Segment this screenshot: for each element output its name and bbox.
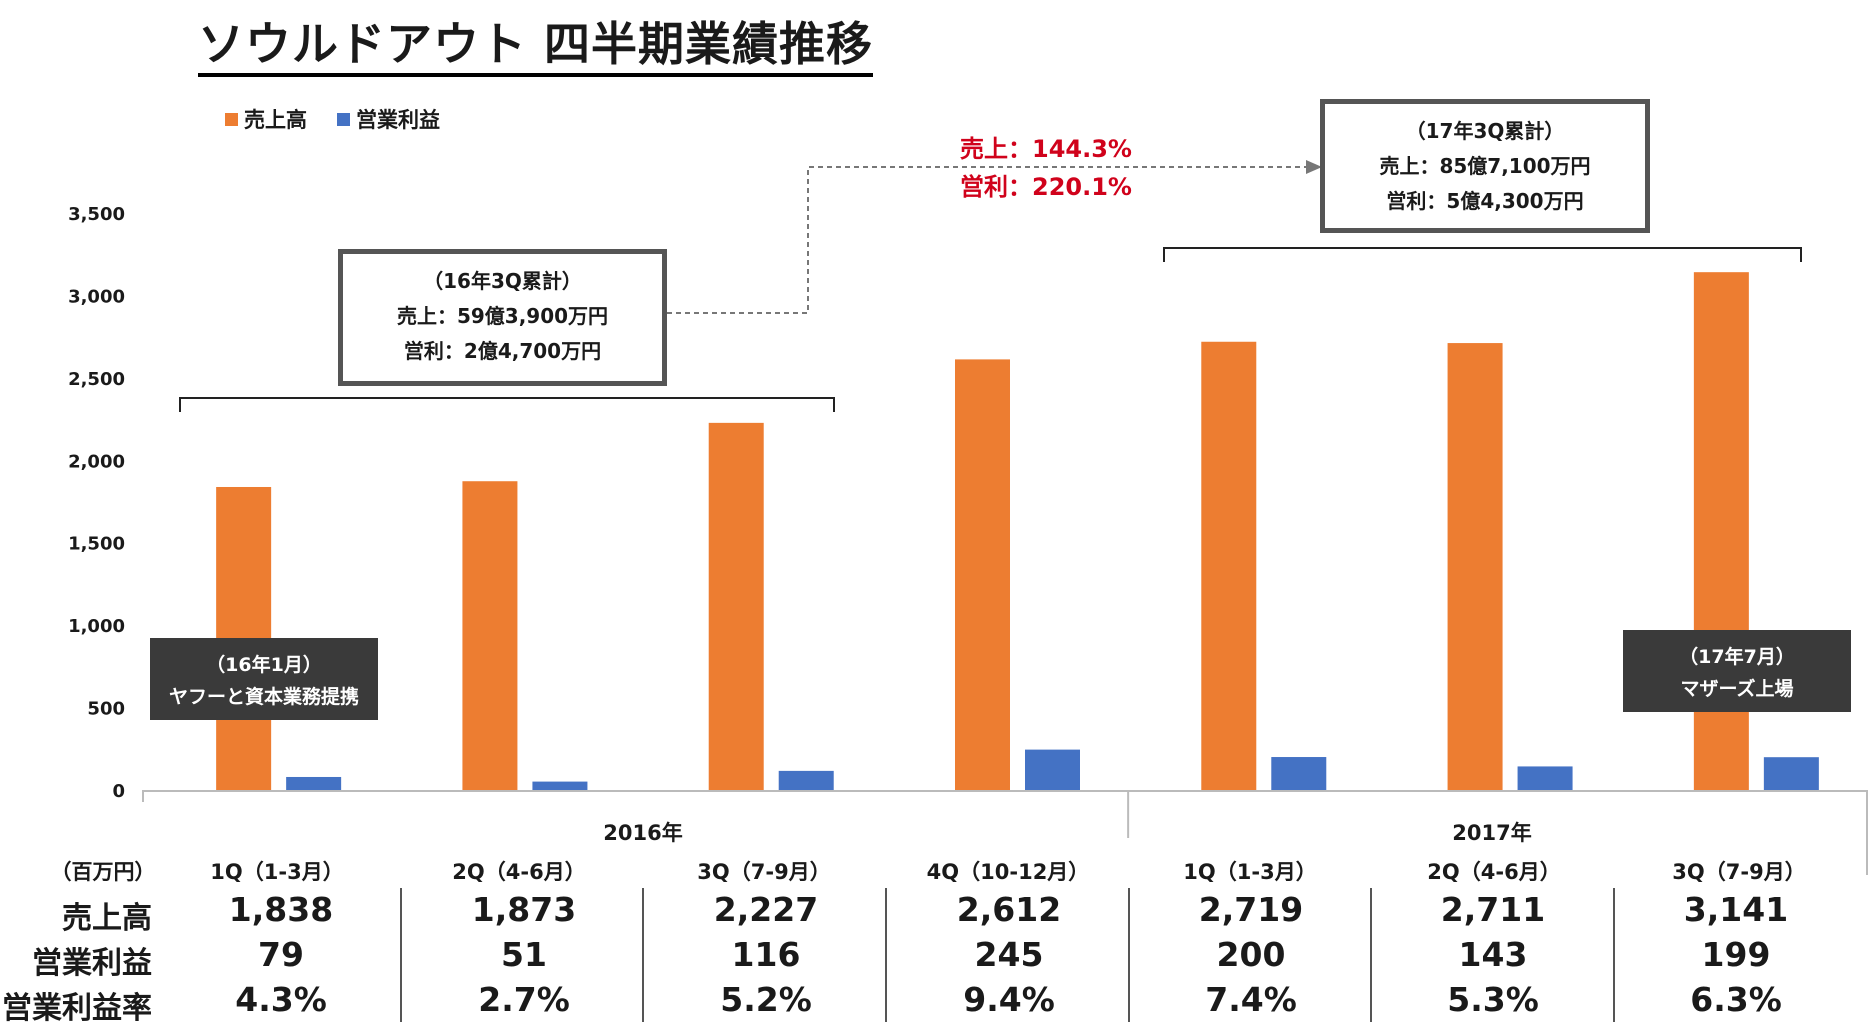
bar-op-profit [778,770,834,790]
growth-op: 営利：220.1% [960,173,1132,201]
table-cell-sales: 2,612 [956,890,1062,929]
callout-fy17-sales: 売上：85億7,100万円 [1379,154,1591,178]
bar-op-profit [1271,757,1327,790]
growth-sales: 売上：144.3% [960,135,1132,163]
callout-fy16-period: （16年3Q累計） [423,269,582,293]
year-label-2016: 2016年 [603,821,683,845]
legend-label-op-profit: 営業利益 [356,108,440,132]
table-cell-sales: 2,719 [1198,890,1304,929]
table-divider [1128,888,1130,1022]
note-mothers-text: マザーズ上場 [1680,678,1794,700]
y-tick-label: 1,500 [68,534,125,555]
table-cell-margin: 4.3% [235,980,327,1019]
legend-item-sales: 売上高 [225,104,307,134]
note-yahoo: （16年1月） ヤフーと資本業務提携 [150,638,378,720]
table-cell-sales: 2,711 [1440,890,1546,929]
year-label-2017: 2017年 [1452,821,1532,845]
table-cell-margin: 5.2% [720,980,812,1019]
note-mothers: （17年7月） マザーズ上場 [1623,630,1851,712]
y-tick-label: 500 [87,699,125,720]
table-quarter-label: 1Q（1-3月） [210,860,344,884]
table-row-label-sales: 売上高 [62,901,152,936]
legend-label-sales: 売上高 [244,108,307,132]
bar-op-profit [1517,766,1573,790]
table-cell-op: 79 [258,935,304,974]
bracket-2017 [1163,247,1802,262]
table-divider [1613,888,1615,1022]
table-row-label-margin: 営業利益率 [2,991,152,1026]
bar-op-profit [1025,749,1080,790]
callout-fy16: （16年3Q累計） 売上：59億3,900万円 営利：2億4,700万円 [338,249,667,386]
y-tick-label: 2,500 [68,369,125,390]
table-divider [1370,888,1372,1022]
bar-sales [462,481,518,790]
y-tick-label: 2,000 [68,451,125,472]
table-unit-label: （百万円） [50,860,156,884]
bar-sales [955,359,1010,790]
y-tick-label: 0 [112,781,125,802]
growth-rates: 売上：144.3% 営利：220.1% [960,130,1132,206]
table-quarter-label: 3Q（7-9月） [1672,860,1806,884]
table-cell-sales: 3,141 [1683,890,1789,929]
connector-arrow [1306,160,1322,174]
table-cell-op: 200 [1216,935,1286,974]
table-divider [400,888,402,1022]
legend-swatch-op-profit [337,112,350,126]
bar-sales [1693,272,1749,790]
table-quarter-label: 3Q（7-9月） [697,860,831,884]
table-cell-op: 116 [731,935,801,974]
table-quarter-label: 1Q（1-3月） [1183,860,1317,884]
callout-fy16-op: 営利：2億4,700万円 [403,339,602,363]
table-cell-margin: 6.3% [1690,980,1782,1019]
table-cell-sales: 1,873 [471,890,577,929]
callout-fy17-op: 営利：5億4,300万円 [1386,189,1584,213]
legend-swatch-sales [225,112,238,126]
y-tick-label: 3,000 [68,286,125,307]
table-cell-op: 199 [1701,935,1771,974]
table-cell-op: 143 [1458,935,1528,974]
table-cell-margin: 2.7% [478,980,570,1019]
note-mothers-date: （17年7月） [1679,646,1795,668]
table-quarter-label: 2Q（4-6月） [1427,860,1561,884]
table-cell-margin: 7.4% [1205,980,1297,1019]
bar-op-profit [286,776,342,790]
table-divider [642,888,644,1022]
table-cell-op: 245 [974,935,1044,974]
table-cell-sales: 1,838 [228,890,334,929]
table-cell-op: 51 [501,935,547,974]
bar-op-profit [1763,757,1819,790]
bar-sales [1201,341,1257,790]
y-tick-label: 3,500 [68,204,125,225]
callout-fy17: （17年3Q累計） 売上：85億7,100万円 営利：5億4,300万円 [1320,99,1650,233]
table-quarter-label: 4Q（10-12月） [926,860,1090,884]
y-tick-label: 1,000 [68,616,125,637]
table-cell-sales: 2,227 [713,890,819,929]
bracket-2016 [179,397,835,412]
table-cell-margin: 9.4% [963,980,1055,1019]
legend: 売上高 営業利益 [225,104,440,134]
table-cell-margin: 5.3% [1447,980,1539,1019]
bar-op-profit [532,781,588,790]
table-row-label-op: 営業利益 [32,946,152,981]
bar-sales [708,422,764,790]
table-divider [885,888,887,1022]
note-yahoo-text: ヤフーと資本業務提携 [168,686,359,708]
bar-sales [1447,343,1503,790]
callout-fy16-sales: 売上：59億3,900万円 [396,304,609,328]
table-quarter-label: 2Q（4-6月） [452,860,586,884]
chart-title: ソウルドアウト 四半期業績推移 [198,18,874,77]
note-yahoo-date: （16年1月） [206,654,322,676]
legend-item-op-profit: 営業利益 [337,104,440,134]
callout-fy17-period: （17年3Q累計） [1405,119,1565,143]
